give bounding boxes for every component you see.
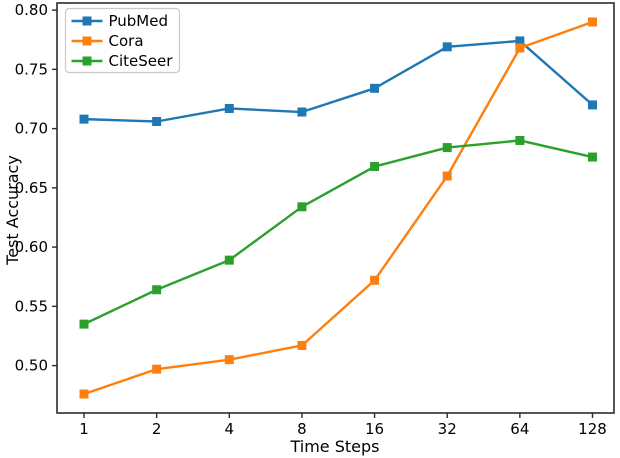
legend-box xyxy=(64,7,181,74)
legend-item-cora: Cora xyxy=(109,32,144,50)
x-axis-label: Time Steps xyxy=(289,437,379,456)
series-citeseer-line xyxy=(83,139,593,326)
legend-citeseer-marker xyxy=(82,56,92,66)
series-citeseer-marker xyxy=(515,135,525,145)
legend-pubmed-marker xyxy=(82,16,92,26)
series-pubmed-marker xyxy=(370,83,380,93)
legend-item-pubmed: PubMed xyxy=(109,12,169,30)
x-tick-label: 2 xyxy=(152,420,162,438)
series-cora-marker xyxy=(370,275,380,285)
x-tick-label: 64 xyxy=(510,420,529,438)
y-tick-label: 0.70 xyxy=(15,120,48,138)
series-pubmed-marker xyxy=(515,36,525,46)
y-tick-label: 0.60 xyxy=(15,238,48,256)
x-tick-label: 128 xyxy=(578,420,607,438)
y-tick-label: 0.55 xyxy=(15,297,48,315)
series-cora-marker xyxy=(152,364,162,374)
x-tick-label: 1 xyxy=(79,420,89,438)
y-axis-label: Test Accuracy xyxy=(3,155,22,266)
plot-border xyxy=(56,2,615,414)
series-pubmed-marker xyxy=(152,116,162,126)
legend-item-citeseer: CiteSeer xyxy=(109,52,174,70)
series-pubmed-line xyxy=(83,39,594,123)
y-tick-label: 0.80 xyxy=(15,1,48,19)
series-pubmed-marker xyxy=(442,42,452,52)
series-cora-line xyxy=(83,20,593,396)
x-tick-label: 8 xyxy=(297,420,307,438)
series-citeseer-marker xyxy=(588,152,597,162)
y-tick-label: 0.75 xyxy=(15,60,48,78)
y-tick-label: 0.50 xyxy=(15,357,48,375)
x-tick-label: 4 xyxy=(225,420,235,438)
series-pubmed-marker xyxy=(297,107,307,117)
series-citeseer-marker xyxy=(224,255,234,265)
y-tick-label: 0.65 xyxy=(15,179,48,197)
series-citeseer-marker xyxy=(79,319,89,329)
series-pubmed-marker xyxy=(79,114,89,124)
series-cora-marker xyxy=(588,17,597,27)
series-pubmed-marker xyxy=(588,100,597,110)
legend-cora-marker xyxy=(82,36,92,46)
series-cora-marker xyxy=(79,389,89,399)
series-citeseer-marker xyxy=(442,143,452,153)
x-tick-label: 16 xyxy=(365,420,384,438)
series-cora-marker xyxy=(224,355,234,365)
series-pubmed-marker xyxy=(224,103,234,113)
series-cora-marker xyxy=(442,171,452,181)
series-cora-marker xyxy=(297,340,307,350)
series-cora-marker xyxy=(515,43,525,53)
series-citeseer-marker xyxy=(297,202,307,212)
x-tick-label: 32 xyxy=(438,420,457,438)
series-citeseer-marker xyxy=(370,162,380,172)
series-citeseer-marker xyxy=(152,285,162,295)
